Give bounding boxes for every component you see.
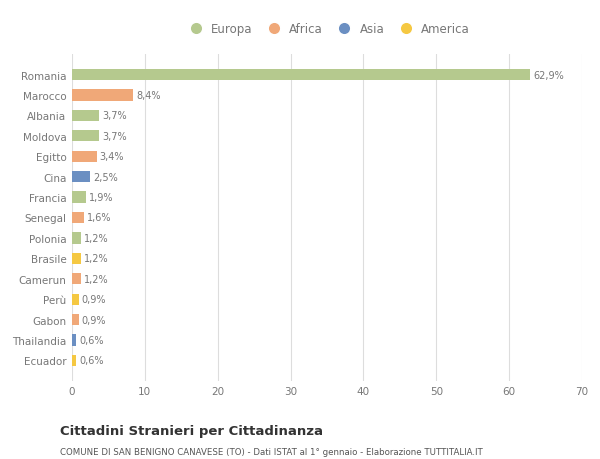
Text: 3,7%: 3,7% [102,111,127,121]
Text: 3,4%: 3,4% [100,152,124,162]
Text: 2,5%: 2,5% [93,172,118,182]
Bar [72,314,79,325]
Bar [72,111,99,122]
Bar [72,151,97,162]
Text: 1,9%: 1,9% [89,193,113,203]
Bar [72,131,99,142]
Text: 3,7%: 3,7% [102,132,127,141]
Bar [72,213,83,224]
Bar [72,355,76,366]
Text: 1,2%: 1,2% [83,233,108,243]
Text: 1,2%: 1,2% [83,254,108,264]
Bar [72,294,79,305]
Text: COMUNE DI SAN BENIGNO CANAVESE (TO) - Dati ISTAT al 1° gennaio - Elaborazione TU: COMUNE DI SAN BENIGNO CANAVESE (TO) - Da… [60,448,483,457]
Bar [72,90,133,101]
Legend: Europa, Africa, Asia, America: Europa, Africa, Asia, America [179,19,475,41]
Bar [72,70,530,81]
Bar [72,172,90,183]
Text: 0,6%: 0,6% [79,335,104,345]
Text: 1,6%: 1,6% [86,213,111,223]
Text: 0,9%: 0,9% [82,295,106,304]
Bar [72,253,81,264]
Text: 0,9%: 0,9% [82,315,106,325]
Bar [72,274,81,285]
Text: 8,4%: 8,4% [136,91,161,101]
Text: 1,2%: 1,2% [83,274,108,284]
Bar [72,233,81,244]
Text: 62,9%: 62,9% [533,71,564,80]
Bar [72,192,86,203]
Bar [72,335,76,346]
Text: 0,6%: 0,6% [79,356,104,365]
Text: Cittadini Stranieri per Cittadinanza: Cittadini Stranieri per Cittadinanza [60,425,323,437]
